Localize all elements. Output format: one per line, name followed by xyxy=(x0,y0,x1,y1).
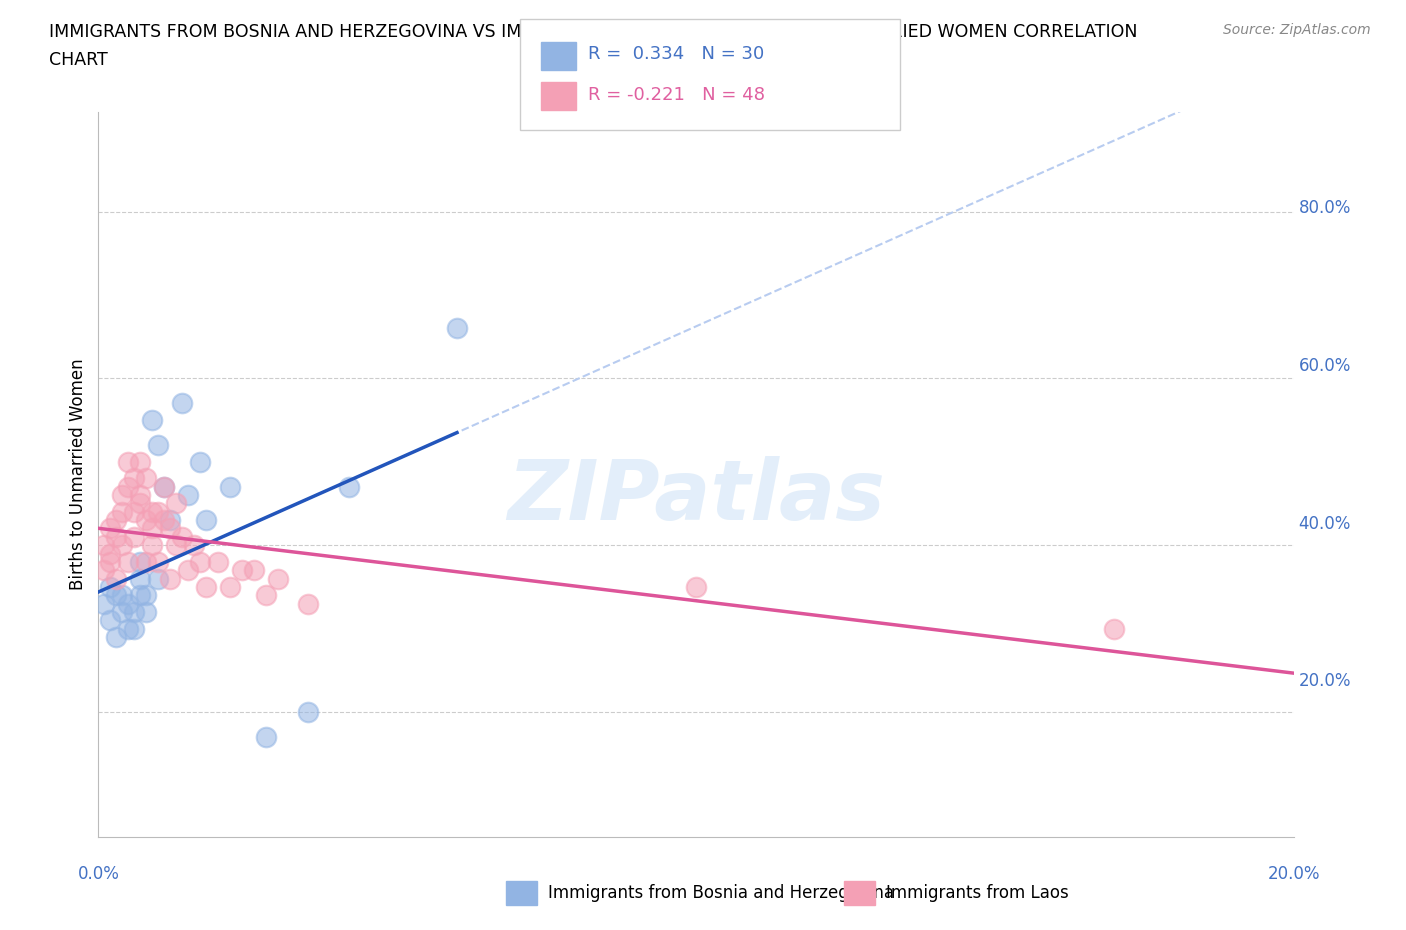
Point xyxy=(111,588,134,603)
Point xyxy=(111,487,134,502)
Text: Immigrants from Laos: Immigrants from Laos xyxy=(886,884,1069,902)
Point xyxy=(254,729,277,744)
Point xyxy=(117,479,139,494)
Point xyxy=(172,396,194,411)
Text: IMMIGRANTS FROM BOSNIA AND HERZEGOVINA VS IMMIGRANTS FROM LAOS BIRTHS TO UNMARRI: IMMIGRANTS FROM BOSNIA AND HERZEGOVINA V… xyxy=(49,23,1137,41)
Point xyxy=(297,596,319,611)
Point xyxy=(135,554,157,569)
Point xyxy=(129,571,152,586)
Point xyxy=(297,705,319,720)
Point xyxy=(141,413,163,428)
Point xyxy=(129,487,152,502)
Point xyxy=(148,438,170,453)
Point xyxy=(100,579,122,594)
Point xyxy=(446,321,468,336)
Point xyxy=(117,621,139,636)
Point xyxy=(93,596,115,611)
Text: R = -0.221   N = 48: R = -0.221 N = 48 xyxy=(588,86,765,104)
Point xyxy=(148,554,170,569)
Point xyxy=(183,538,205,552)
Point xyxy=(117,554,139,569)
Point xyxy=(100,546,122,561)
Text: CHART: CHART xyxy=(49,51,108,69)
Point xyxy=(129,554,152,569)
Point xyxy=(153,512,176,527)
Point xyxy=(105,588,128,603)
Point xyxy=(141,538,163,552)
Text: ZIPatlas: ZIPatlas xyxy=(508,456,884,537)
Point xyxy=(188,455,211,470)
Point xyxy=(93,538,115,552)
Point xyxy=(153,479,176,494)
Y-axis label: Births to Unmarried Women: Births to Unmarried Women xyxy=(69,358,87,591)
Text: Immigrants from Bosnia and Herzegovina: Immigrants from Bosnia and Herzegovina xyxy=(548,884,894,902)
Point xyxy=(105,571,128,586)
Point xyxy=(135,588,157,603)
Point xyxy=(339,479,360,494)
Text: Source: ZipAtlas.com: Source: ZipAtlas.com xyxy=(1223,23,1371,37)
Point xyxy=(124,529,146,544)
Point xyxy=(117,596,139,611)
Point xyxy=(111,538,134,552)
Point xyxy=(100,554,122,569)
Point xyxy=(129,496,152,511)
Point xyxy=(100,521,122,536)
Point xyxy=(159,521,181,536)
Point xyxy=(207,554,229,569)
Point xyxy=(219,579,242,594)
Point xyxy=(135,471,157,485)
Point xyxy=(165,496,187,511)
Point xyxy=(1104,621,1126,636)
Point xyxy=(105,529,128,544)
Point xyxy=(117,455,139,470)
Point xyxy=(159,571,181,586)
Point xyxy=(105,630,128,644)
Point xyxy=(129,455,152,470)
Point xyxy=(177,563,200,578)
Point xyxy=(141,504,163,519)
Point xyxy=(135,604,157,619)
Point xyxy=(172,529,194,544)
Text: 0.0%: 0.0% xyxy=(77,865,120,883)
Point xyxy=(148,571,170,586)
Point xyxy=(111,504,134,519)
Point xyxy=(93,563,115,578)
Text: 20.0%: 20.0% xyxy=(1267,865,1320,883)
Point xyxy=(129,588,152,603)
Point xyxy=(243,563,266,578)
Point xyxy=(124,604,146,619)
Point xyxy=(685,579,707,594)
Point xyxy=(188,554,211,569)
Point xyxy=(100,613,122,628)
Point xyxy=(135,512,157,527)
Point xyxy=(195,579,218,594)
Point xyxy=(177,487,200,502)
Text: R =  0.334   N = 30: R = 0.334 N = 30 xyxy=(588,45,763,63)
Point xyxy=(105,512,128,527)
Point xyxy=(124,471,146,485)
Point xyxy=(141,521,163,536)
Point xyxy=(148,504,170,519)
Point xyxy=(124,621,146,636)
Point xyxy=(165,538,187,552)
Point xyxy=(254,588,277,603)
Point xyxy=(219,479,242,494)
Point xyxy=(124,504,146,519)
Point xyxy=(153,479,176,494)
Point xyxy=(267,571,290,586)
Point xyxy=(195,512,218,527)
Point xyxy=(111,604,134,619)
Point xyxy=(159,512,181,527)
Point xyxy=(231,563,253,578)
